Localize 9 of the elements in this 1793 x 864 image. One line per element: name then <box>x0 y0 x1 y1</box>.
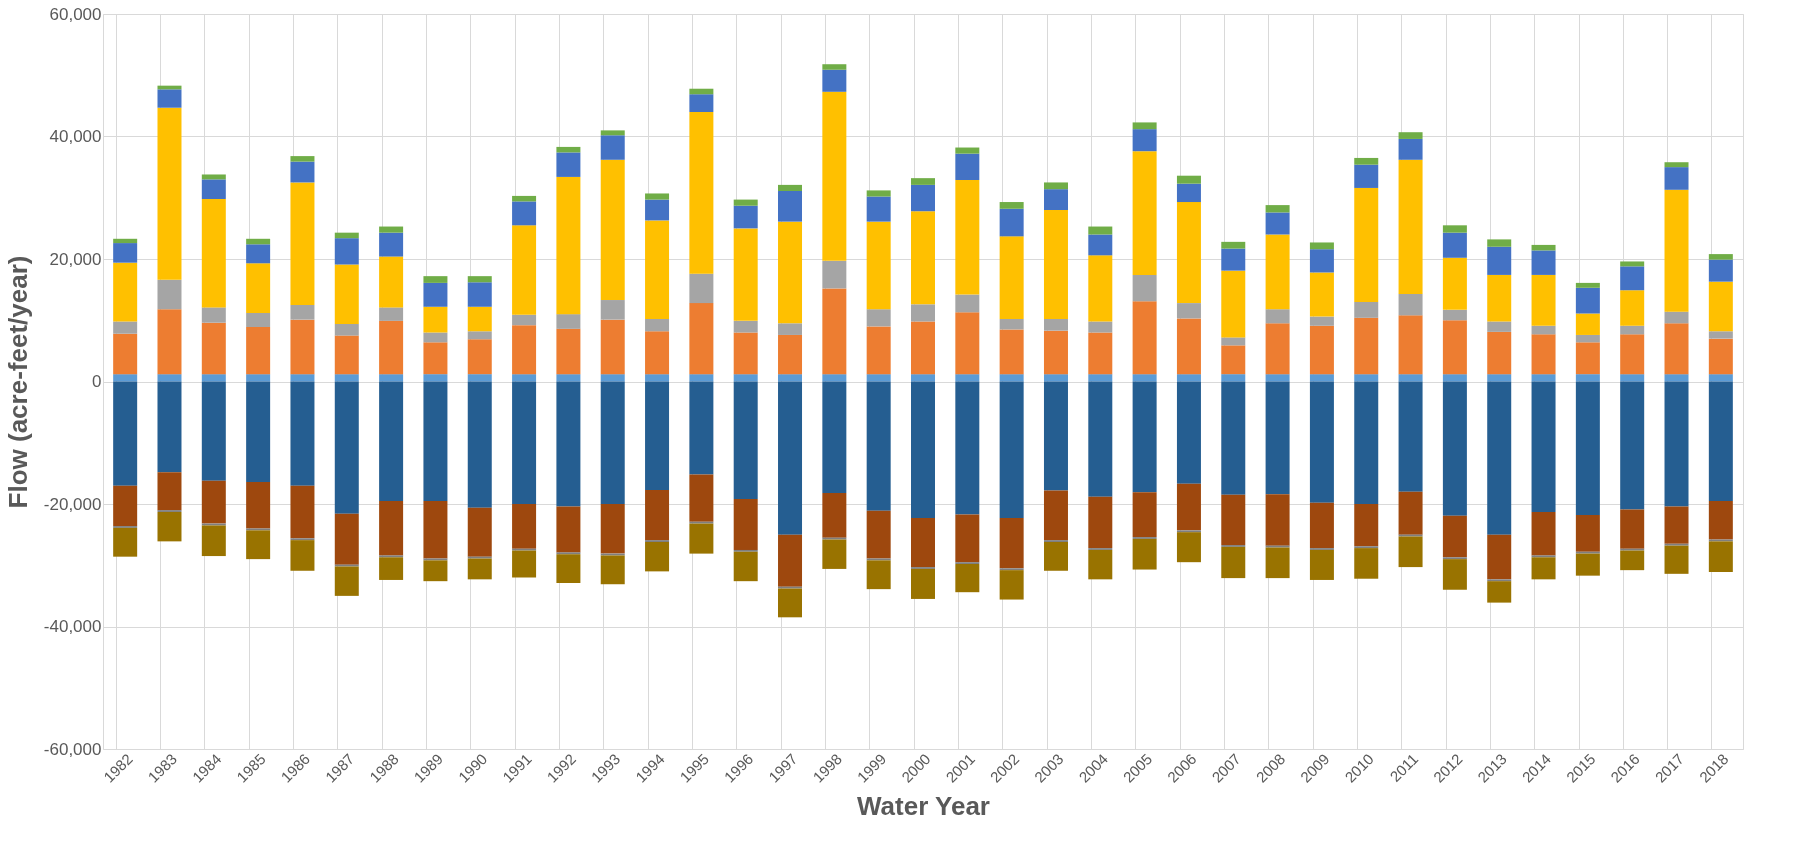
y-tick-label: 20,000 <box>49 249 102 269</box>
y-tick-label: -20,000 <box>43 494 102 514</box>
y-tick-label: 0 <box>92 372 102 391</box>
y-tick-label: -40,000 <box>43 617 102 636</box>
y-tick-label: -60,000 <box>43 739 102 759</box>
y-tick-label: 60,000 <box>49 4 102 24</box>
y-axis-title: Flow (acre-feet/year) <box>2 255 33 509</box>
x-axis-title: Water Year <box>857 790 990 821</box>
y-tick-label: 40,000 <box>49 127 102 146</box>
